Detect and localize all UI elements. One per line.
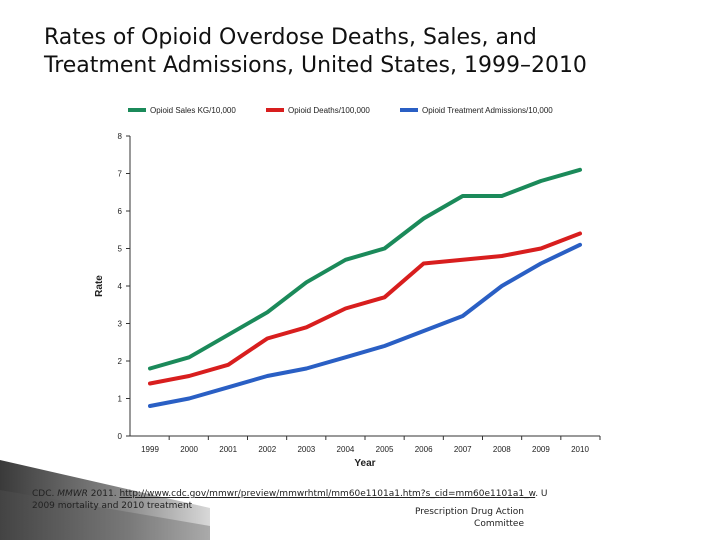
legend-label: Opioid Treatment Admissions/10,000: [422, 106, 553, 115]
x-axis-title: Year: [354, 458, 375, 469]
slide-title-line-1: Rates of Opioid Overdose Deaths, Sales, …: [44, 25, 537, 50]
source-prefix: CDC.: [32, 489, 55, 499]
y-tick-label: 0: [118, 432, 123, 441]
y-tick-label: 8: [118, 132, 123, 141]
x-tick-label: 2002: [258, 445, 276, 454]
source-line-1: CDC. MMWR 2011. http://www.cdc.gov/mmwr/…: [32, 488, 652, 500]
organization-line-1: Prescription Drug Action: [414, 507, 524, 517]
x-tick-label: 2005: [376, 445, 394, 454]
x-tick-label: 2006: [415, 445, 433, 454]
y-tick-label: 2: [118, 357, 123, 366]
source-link[interactable]: http://www.cdc.gov/mmwr/preview/mmwrhtml…: [119, 489, 536, 499]
series-line-3: [148, 242, 582, 408]
y-tick-label: 6: [118, 207, 123, 216]
source-year: 2011.: [90, 489, 117, 499]
slide-title: Rates of Opioid Overdose Deaths, Sales, …: [44, 24, 694, 80]
legend-label: Opioid Deaths/100,000: [288, 106, 370, 115]
x-tick-label: 2009: [532, 445, 550, 454]
chart-frame: Opioid Sales KG/10,000 Opioid Deaths/100,…: [88, 98, 624, 484]
y-tick-label: 7: [118, 170, 123, 179]
y-ticks: 0 1 2 3 4 5 6 7 8: [118, 132, 130, 441]
organization-label: Prescription Drug Action Committee: [400, 506, 524, 530]
x-tick-label: 2004: [337, 445, 355, 454]
x-tick-label: 2010: [571, 445, 589, 454]
x-tick-label: 2008: [493, 445, 511, 454]
source-suffix: . U: [535, 489, 548, 499]
x-tick-label: 1999: [141, 445, 159, 454]
source-journal: MMWR: [57, 489, 88, 499]
x-tick-label: 2001: [219, 445, 237, 454]
legend-label: Opioid Sales KG/10,000: [150, 106, 236, 115]
decorative-wedge: [0, 460, 210, 540]
y-tick-label: 5: [118, 245, 123, 254]
legend: Opioid Sales KG/10,000 Opioid Deaths/100,…: [128, 106, 553, 115]
y-tick-label: 4: [118, 282, 123, 291]
slide-title-line-2: Treatment Admissions, United States, 199…: [44, 53, 587, 78]
line-chart: Opioid Sales KG/10,000 Opioid Deaths/100,…: [94, 106, 601, 469]
series-lines: [148, 167, 582, 408]
organization-line-2: Committee: [474, 519, 524, 529]
y-tick-label: 1: [118, 395, 123, 404]
axes: [129, 136, 600, 437]
x-tick-label: 2000: [180, 445, 198, 454]
y-tick-label: 3: [118, 320, 123, 329]
x-ticks: 1999 2000 2001 2002 2003 2004 2005 2006 2007 2008…: [141, 436, 601, 454]
y-axis-title: Rate: [94, 275, 105, 297]
x-tick-label: 2007: [454, 445, 472, 454]
series-line-1: [148, 167, 582, 371]
source-citation: CDC. MMWR 2011. http://www.cdc.gov/mmwr/…: [32, 488, 652, 512]
series-line-2: [148, 231, 582, 386]
x-tick-label: 2003: [297, 445, 315, 454]
source-line-2: 2009 mortality and 2010 treatment: [32, 501, 193, 511]
